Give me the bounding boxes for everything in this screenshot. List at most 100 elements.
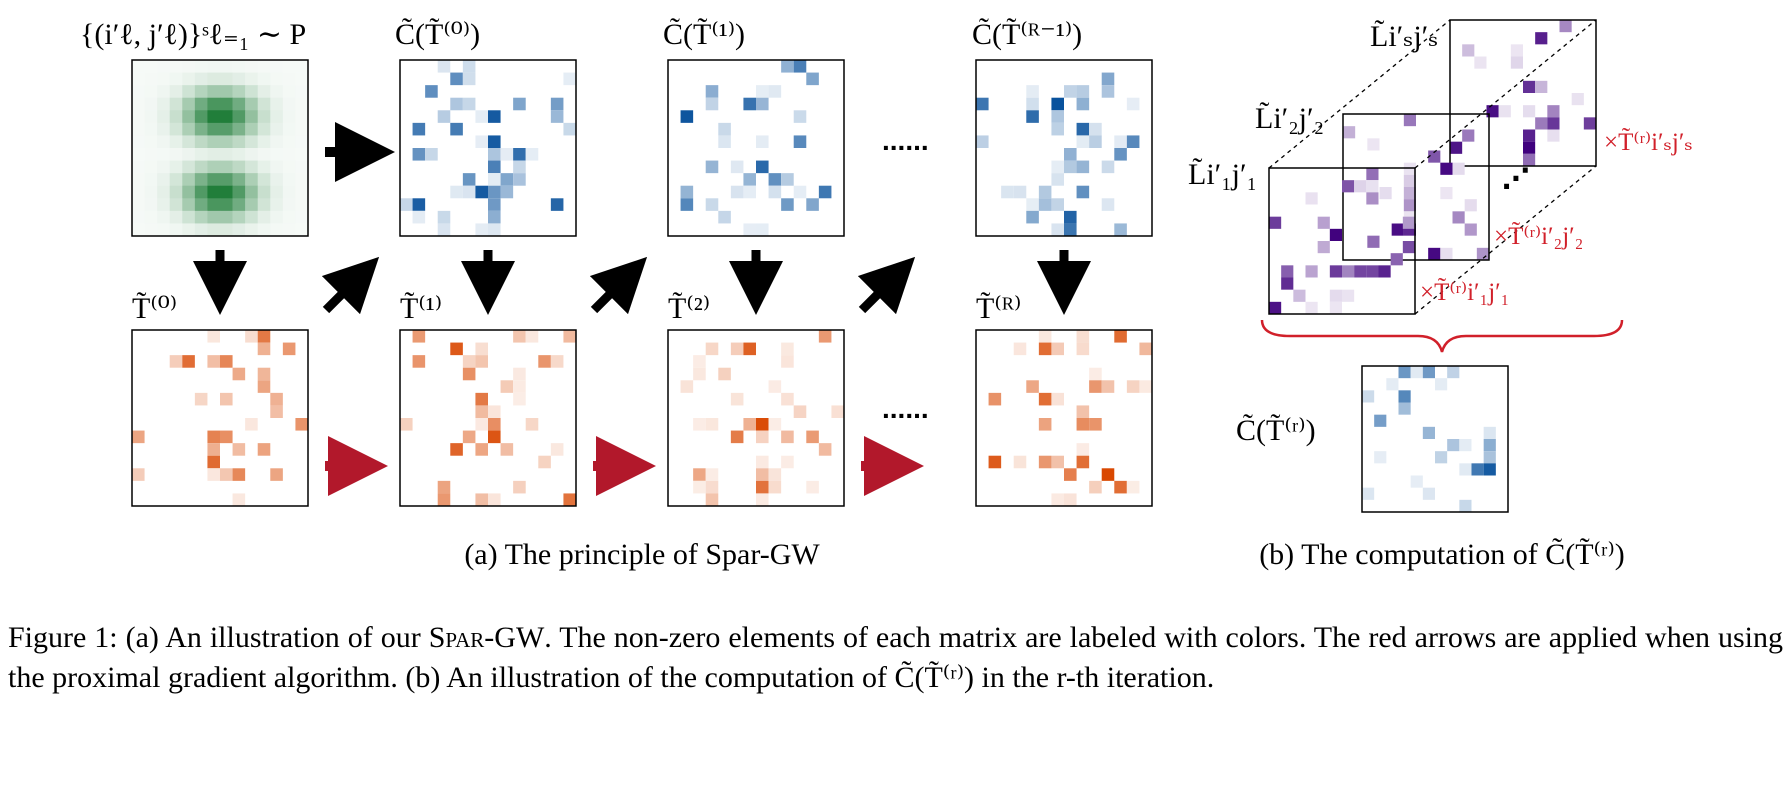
heatmap-cell [194,85,208,99]
heatmap-cell [1403,199,1416,212]
heatmap-cell [232,443,246,456]
heatmap-cell [1366,180,1379,193]
heatmap-cell [1051,160,1064,174]
heatmap-cell [207,330,220,343]
heatmap-cell [1114,223,1127,236]
heatmap-cell [680,198,694,211]
heatmap-cell [232,468,246,481]
heatmap-cell [144,110,158,124]
heatmap-cell [768,185,782,199]
heatmap-cell [1026,110,1039,123]
heatmap-cell [282,148,296,161]
heatmap-cell [245,148,259,161]
heatmap-cell [1452,162,1465,175]
heatmap-cell [988,455,1002,469]
heatmap-cell [1051,342,1064,356]
heatmap-cell [1483,439,1496,452]
heatmap-cell [1391,223,1404,236]
heatmap-cell [1076,85,1090,98]
heatmap-cell [425,85,438,98]
heatmap-cell [207,198,221,212]
heatmap-cell [132,148,145,161]
heatmap-cell [730,430,744,444]
heatmap-cell [169,97,183,111]
heatmap-cell [1051,198,1064,211]
heatmap-cell [1459,439,1472,452]
sample-distribution-label: {(i′ℓ, j′ℓ)}ˢℓ₌₁ ∼ P [80,18,306,51]
heatmap-cell [1547,105,1560,118]
heatmap-cell [818,443,832,456]
heatmap-cell [550,97,564,111]
heatmap-cell [257,110,271,124]
heatmap-cell [207,455,220,469]
stack-connectors [1268,19,1597,315]
heatmap-cell [1076,330,1090,343]
heatmap-cell [976,135,989,148]
heatmap-cell [705,97,719,111]
heatmap-cell [1114,148,1127,161]
bottom-ellipsis: ...... [882,393,929,424]
heatmap-cell [270,392,283,406]
heatmap-cell [207,355,220,368]
heatmap-cell [1038,392,1052,406]
heatmap-cell [1038,198,1052,211]
heatmap-cell [232,198,246,212]
heatmap-cell [730,160,744,174]
heatmap-cell [157,122,171,136]
heatmap-cell [1452,211,1465,224]
heatmap-cell [1464,199,1477,212]
heatmap-cell [1038,185,1052,199]
heatmap-cell [793,405,807,418]
heatmap-cell [1386,378,1399,391]
heatmap-cell [232,72,246,86]
heatmap-cell [1362,390,1375,403]
heatmap-cell [257,122,271,136]
heatmap-cell [488,135,501,148]
heatmap-cell [1403,162,1416,175]
heatmap-cell [1305,265,1318,278]
heatmap-cell [525,418,539,431]
heatmap-cell [232,493,246,506]
heatmap-cell [245,110,259,124]
heatmap-cell [282,122,296,136]
heatmap-cell [1076,342,1090,356]
heatmap-cell [295,418,308,431]
heatmap-cell [513,480,526,494]
heatmap-cell [462,173,476,186]
heatmap-cell [550,355,564,368]
heatmap-cell [144,72,158,86]
heatmap-cell [132,468,145,481]
cost-matrix-final-frame [975,59,1153,237]
heatmap-cell [1317,216,1330,229]
heatmap-cell [144,135,158,149]
heatmap-cell [270,198,284,212]
heatmap-cell [182,72,196,86]
caption-text-1: (a) An illustration of our [125,621,421,654]
stack-ellipsis: ⋰ [1502,163,1530,194]
heatmap-cell [1051,223,1064,236]
loss-label-1: L̃i′₁j′₁ [1188,158,1257,191]
heatmap-cell [169,173,183,187]
heatmap-cell [245,198,259,212]
heatmap-cell [257,210,271,224]
heatmap-cell [705,418,719,431]
heatmap-cell [1459,499,1472,512]
heatmap-cell [1547,129,1560,142]
heatmap-cell [295,148,309,161]
heatmap-cell [1269,301,1282,314]
heatmap-cell [144,85,158,99]
heatmap-cell [437,223,451,236]
caption-label: Figure 1: [8,621,118,654]
subcaption-a: (a) The principle of Spar-GW [464,538,820,571]
heatmap-cell [1354,265,1367,278]
heatmap-cell [1535,80,1548,93]
heatmap-cell [220,468,233,481]
heatmap-cell [207,443,220,456]
heatmap-cell [245,418,258,431]
heatmap-cell [756,223,769,236]
heatmap-cell [550,198,564,211]
heatmap-cell [693,367,706,381]
heatmap-cell [245,135,259,149]
heatmap-cell [182,122,196,136]
heatmap-cell [132,185,145,199]
